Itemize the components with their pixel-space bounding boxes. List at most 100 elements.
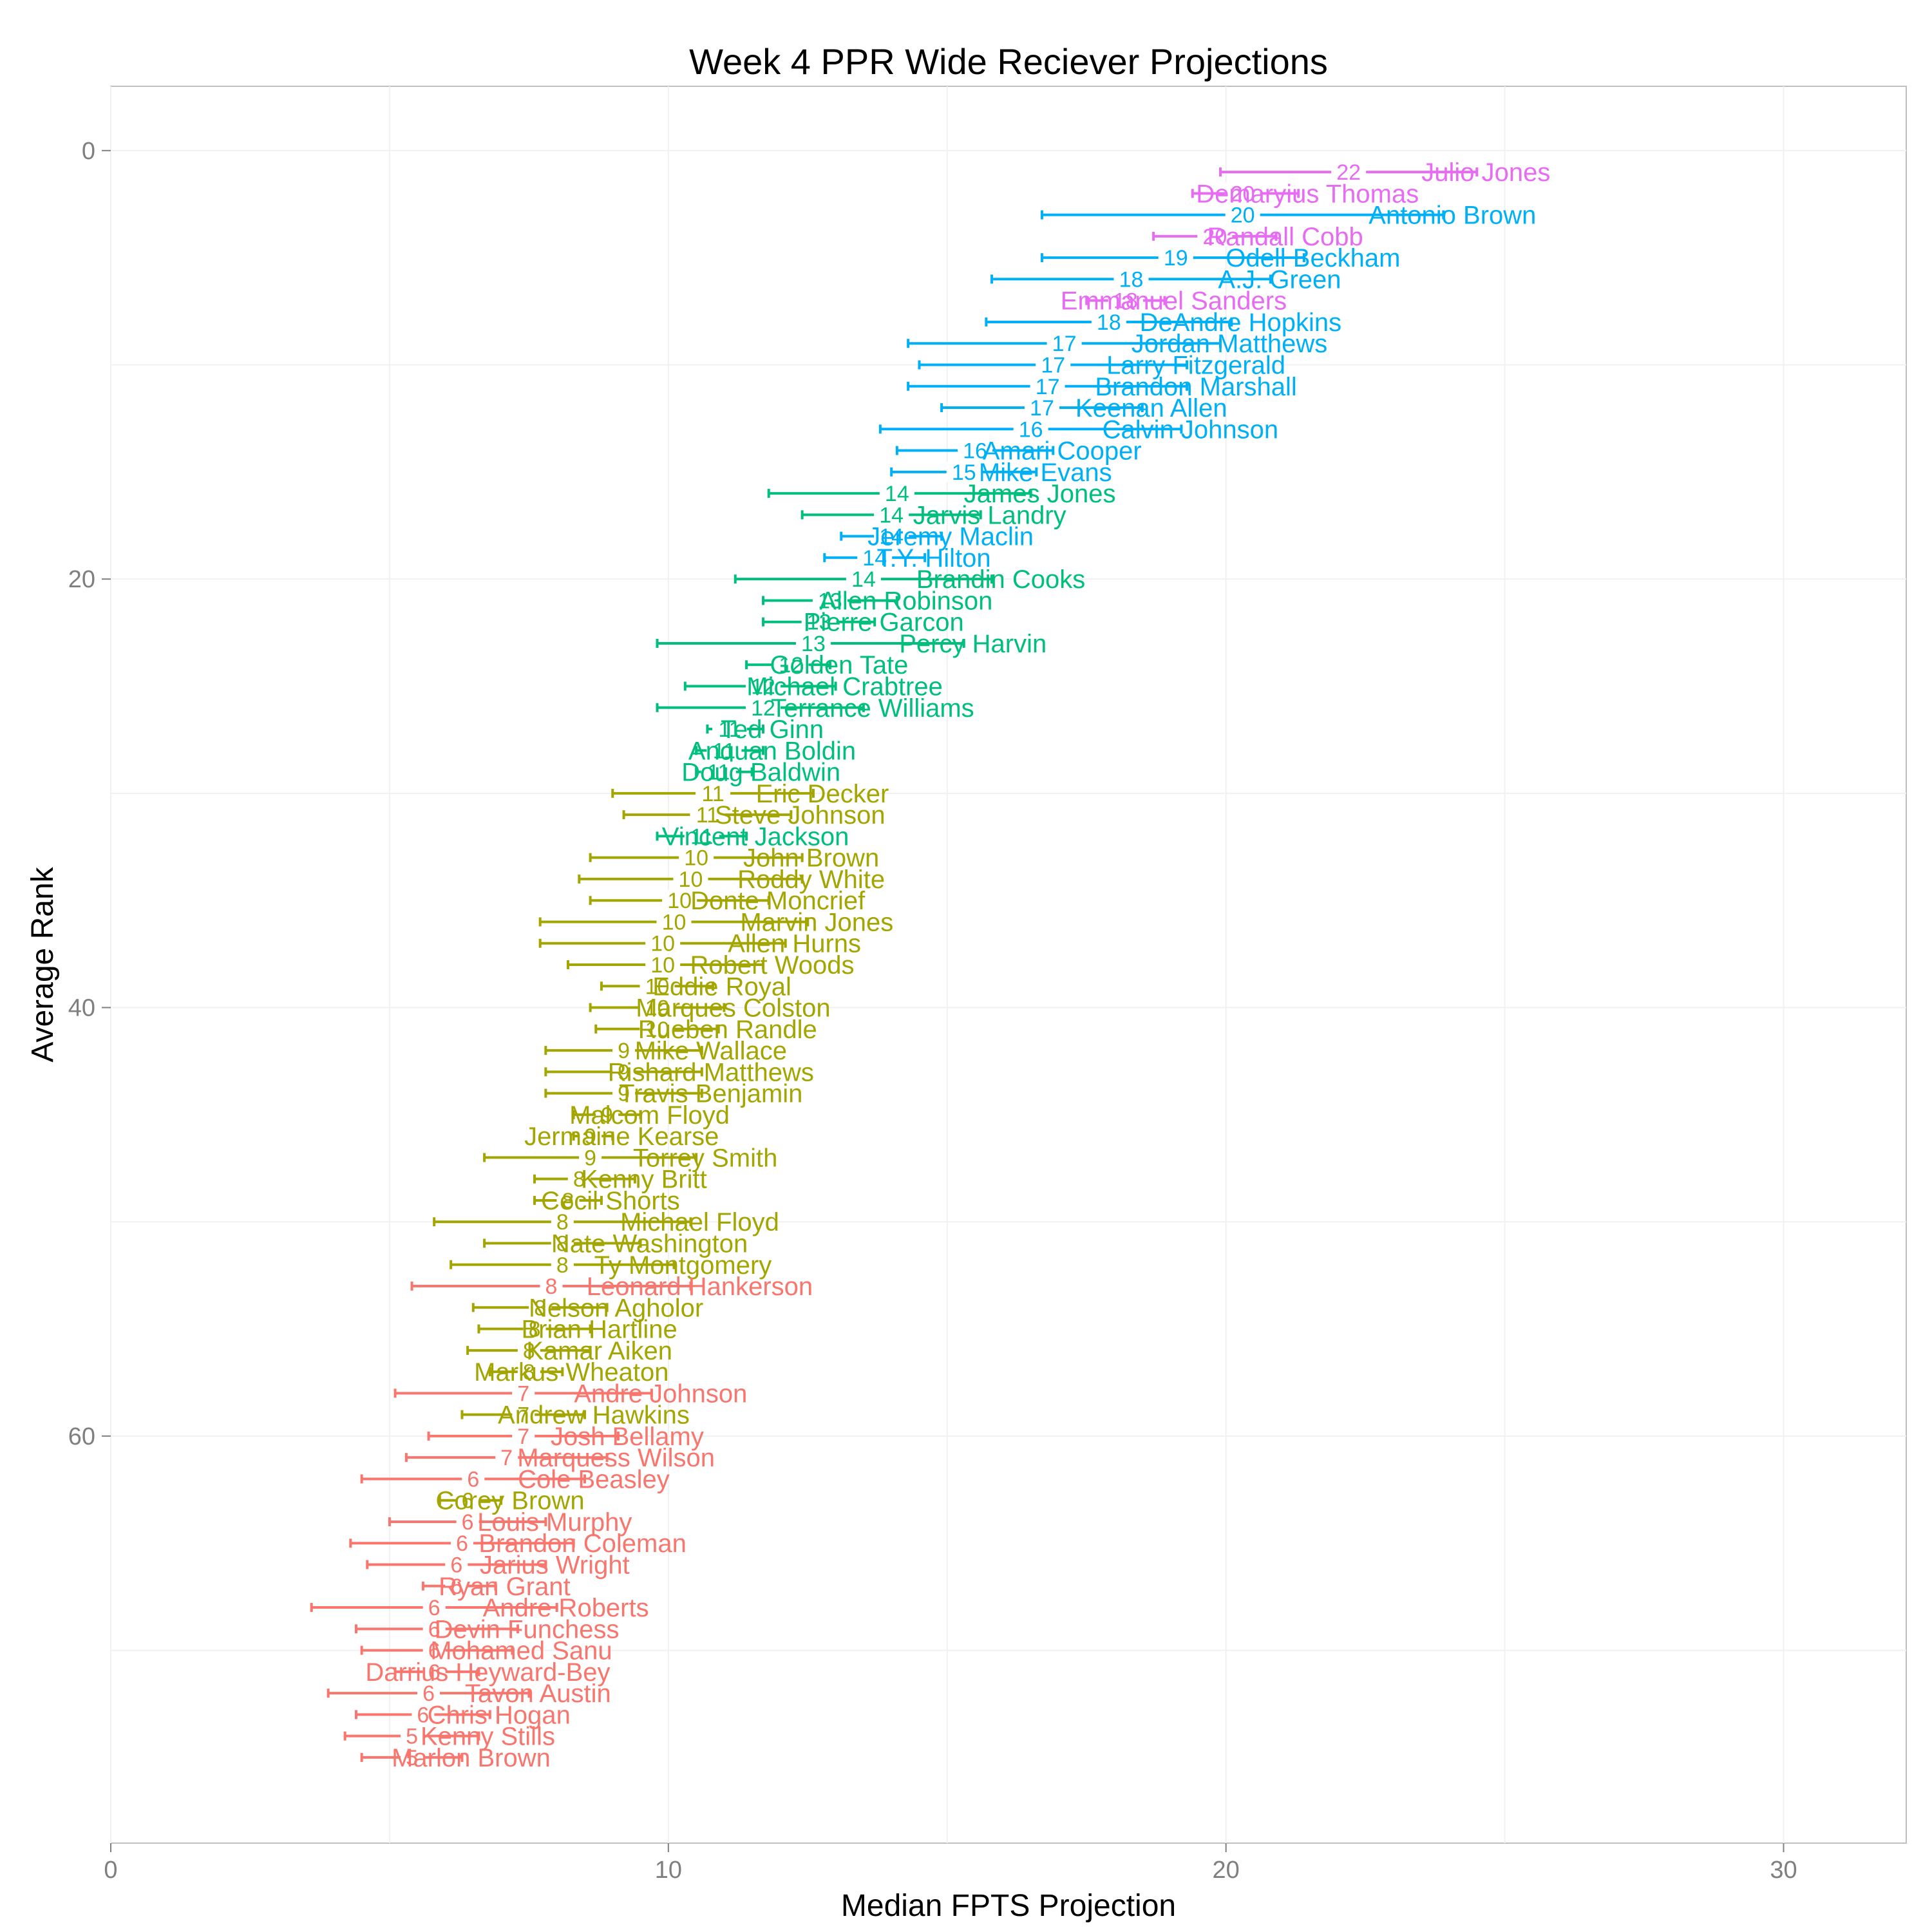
player-name: Torrey Smith (633, 1144, 778, 1172)
player-name: Percy Harvin (899, 630, 1046, 658)
median-label: 16 (963, 439, 987, 464)
player-name: Roddy White (737, 866, 885, 894)
median-label-bg (846, 569, 881, 590)
median-label: 11 (696, 803, 719, 828)
median-label-bg (551, 1233, 574, 1254)
player-errorbar: 18 DeAndre Hopkins (985, 308, 1342, 337)
player-errorbar: 17 Larry Fitzgerald (918, 351, 1285, 379)
median-label: 8 (545, 1274, 558, 1299)
median-label-bg (512, 1425, 535, 1446)
player-errorbar: 17 Brandon Marshall (907, 373, 1297, 401)
player-name: T.Y. Hilton (877, 544, 991, 573)
median-label-bg (456, 1490, 479, 1511)
player-name: Emmanuel Sanders (1061, 287, 1287, 316)
player-errorbar: 16 Calvin Johnson (878, 415, 1278, 444)
player-errorbar: 14 Jarvis Landry (800, 501, 1066, 529)
median-label-bg (567, 1168, 591, 1189)
median-label: 11 (707, 761, 730, 785)
player-name: Travis Benjamin (619, 1080, 802, 1108)
median-label-bg (1046, 333, 1082, 354)
median-label-bg (401, 1725, 424, 1747)
median-label-bg (462, 1468, 485, 1490)
median-label-bg (812, 590, 848, 611)
median-label-bg (456, 1511, 479, 1532)
median-label: 18 (1113, 289, 1138, 314)
player-name: Kenny Britt (581, 1166, 707, 1194)
median-label: 16 (1019, 417, 1043, 442)
median-label: 8 (529, 1318, 541, 1342)
player-name: John Brown (743, 844, 879, 873)
player-name: Kamar Aiken (526, 1337, 672, 1365)
median-label: 11 (713, 739, 735, 763)
median-label: 10 (662, 910, 687, 934)
median-label-bg (422, 1661, 446, 1682)
median-label-bg (801, 611, 837, 632)
y-tick-label: 0 (82, 138, 95, 165)
player-name: Larry Fitzgerald (1106, 351, 1285, 379)
player-name: Robert Woods (690, 951, 855, 980)
median-label-bg (958, 440, 993, 461)
player-name: Cecil Shorts (541, 1187, 680, 1215)
median-label: 9 (618, 1039, 630, 1063)
median-label: 6 (428, 1617, 440, 1642)
median-label: 20 (1231, 182, 1255, 206)
median-label-bg (529, 1297, 552, 1318)
median-label-bg (412, 1704, 435, 1725)
median-label-bg (579, 1126, 602, 1147)
median-label-bg (795, 632, 831, 654)
player-name: Anquan Boldin (688, 737, 856, 765)
median-label-bg (579, 1147, 602, 1168)
median-label-bg (495, 1447, 518, 1468)
median-label-bg (540, 1276, 563, 1297)
median-label: 20 (1202, 225, 1227, 249)
player-errorbar: 10 Marvin Jones (538, 908, 893, 936)
median-label: 8 (556, 1210, 569, 1235)
median-label-bg (1113, 269, 1149, 290)
median-label: 6 (422, 1681, 435, 1706)
median-label: 22 (1336, 160, 1361, 185)
player-name: DeAndre Hopkins (1140, 308, 1342, 337)
player-errorbar: 17 Keenan Allen (940, 394, 1227, 422)
player-name: Rueben Randle (638, 1016, 817, 1044)
x-tick-label: 20 (1213, 1857, 1240, 1884)
median-label: 14 (851, 567, 876, 592)
median-label-bg (679, 847, 714, 868)
median-label-bg (639, 1018, 675, 1039)
player-name: Corey Brown (435, 1487, 584, 1515)
player-name: Marques Colston (636, 994, 830, 1023)
player-errorbar: 8 Ty Montgomery (450, 1251, 772, 1280)
player-name: A.J. Green (1218, 265, 1341, 294)
player-name: Josh Bellamy (551, 1423, 704, 1451)
median-label: 20 (1231, 204, 1255, 228)
player-name: Allen Robinson (819, 587, 992, 615)
median-label: 15 (952, 460, 976, 485)
median-label: 8 (534, 1296, 546, 1320)
median-label: 6 (428, 1639, 440, 1663)
player-name: Terrance Williams (771, 694, 974, 723)
player-name: Keenan Allen (1075, 394, 1227, 422)
median-label: 7 (517, 1381, 529, 1406)
player-name: Doug Baldwin (681, 759, 840, 787)
y-tick-label: 20 (68, 566, 95, 593)
player-name: Kenny Stills (421, 1723, 555, 1751)
median-label: 11 (690, 824, 713, 849)
player-errorbar: 20 Antonio Brown (1040, 202, 1536, 230)
player-errorbar: 14 James Jones (767, 480, 1115, 508)
median-label: 13 (807, 611, 831, 635)
median-label-bg (612, 1040, 636, 1061)
player-errorbar: 19 Odell Beckham (1040, 244, 1401, 272)
median-label-bg (556, 1189, 580, 1211)
median-label-bg (612, 1061, 636, 1083)
median-label-bg (701, 761, 736, 782)
